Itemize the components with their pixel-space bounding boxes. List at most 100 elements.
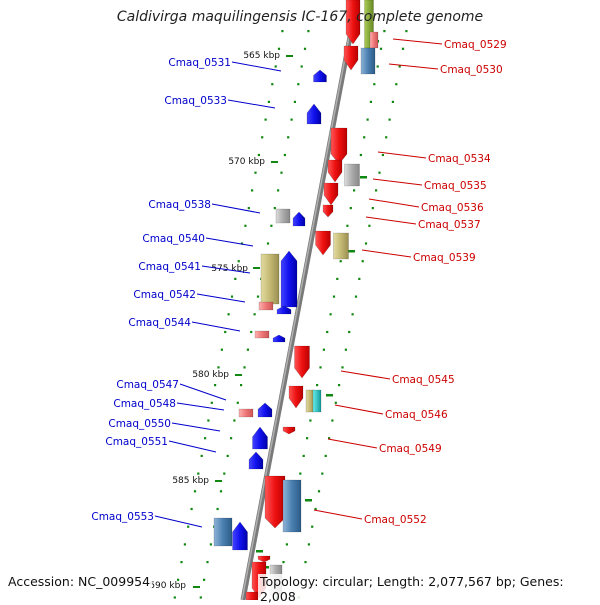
gene-label-cmaq-0546[interactable]: Cmaq_0546 (385, 409, 448, 421)
gene-label-cmaq-0531[interactable]: Cmaq_0531 (168, 57, 231, 69)
tick-mark (230, 437, 233, 440)
gene-glyph-cmaq-0548[interactable] (238, 408, 254, 418)
gene-glyph[interactable] (312, 389, 322, 413)
tick-mark (240, 242, 244, 245)
gene-label-cmaq-0539[interactable]: Cmaq_0539 (413, 252, 476, 264)
gene-label-cmaq-0552[interactable]: Cmaq_0552 (364, 514, 427, 526)
gene-label-cmaq-0550[interactable]: Cmaq_0550 (108, 418, 171, 430)
tick-mark (401, 47, 405, 50)
tick-mark (187, 525, 190, 528)
gene-glyph-cmaq-0542b[interactable] (276, 305, 292, 315)
gene-label-cmaq-0530[interactable]: Cmaq_0530 (440, 64, 503, 76)
gene-glyph-cmaq-0539b[interactable] (333, 232, 349, 260)
tick-mark (324, 454, 327, 457)
tick-mark (283, 153, 286, 157)
gene-glyph-cmaq-0542[interactable] (258, 301, 274, 311)
gene-glyph-cmaq-0547[interactable] (257, 402, 273, 418)
tick-mark (329, 313, 332, 316)
tick-mark (227, 313, 230, 316)
gene-glyph-cmaq-0535[interactable] (344, 163, 360, 187)
gene-label-cmaq-0538[interactable]: Cmaq_0538 (148, 199, 211, 211)
gene-glyph-cmaq-0533[interactable] (306, 103, 322, 125)
gene-glyph[interactable] (257, 555, 271, 563)
tick-mark (230, 295, 234, 298)
gene-glyph[interactable] (245, 591, 259, 601)
tick-mark (303, 47, 307, 50)
gene-glyph-cmaq-0546[interactable] (288, 385, 304, 409)
tick-mark (369, 100, 372, 103)
gene-label-cmaq-0536[interactable]: Cmaq_0536 (421, 202, 484, 214)
tick-mark (358, 277, 361, 280)
gene-label-cmaq-0549[interactable]: Cmaq_0549 (379, 443, 442, 455)
gene-glyph-cmaq-0545[interactable] (294, 345, 310, 379)
tick-mark (376, 65, 379, 68)
tick-mark (254, 171, 257, 174)
gene-glyph-cmaq-0538b[interactable] (292, 211, 306, 227)
tick-mark (306, 437, 309, 440)
gene-label-cmaq-0547[interactable]: Cmaq_0547 (116, 379, 179, 391)
gene-label-cmaq-0548[interactable]: Cmaq_0548 (113, 398, 176, 410)
tick-mark (326, 394, 333, 397)
gene-glyph-cmaq-0544b[interactable] (272, 334, 286, 343)
gene-glyph-cmaq-0550[interactable] (252, 426, 268, 450)
tick-mark (351, 313, 354, 316)
tick-mark (334, 401, 337, 404)
gene-glyph-cmaq-0539[interactable] (315, 230, 331, 256)
gene-glyph-cmaq-0530[interactable] (360, 47, 376, 75)
gene-glyph-cmaq-0531[interactable] (313, 69, 327, 83)
tick-mark (250, 330, 253, 334)
gene-label-cmaq-0542[interactable]: Cmaq_0542 (133, 289, 196, 301)
tick-mark (197, 472, 200, 475)
tick-mark (180, 561, 183, 564)
tick-mark (206, 561, 209, 564)
gene-label-cmaq-0540[interactable]: Cmaq_0540 (142, 233, 205, 245)
tick-mark (378, 171, 381, 174)
genome-title: Caldivirga maquilingensis IC-167, comple… (116, 9, 484, 25)
tick-mark (199, 596, 202, 599)
gene-glyph-cmaq-0549[interactable] (282, 426, 296, 435)
tick-mark (338, 384, 341, 387)
right-gene-labels: Cmaq_0529 Cmaq_0530 Cmaq_0534 Cmaq_0535 … (313, 38, 507, 526)
gene-label-cmaq-0544[interactable]: Cmaq_0544 (128, 317, 191, 329)
tick-mark (364, 242, 368, 245)
tick-mark (224, 330, 227, 334)
tick-mark (307, 543, 310, 546)
gene-glyph-cmaq-0529[interactable] (345, 0, 361, 45)
gene-glyph-cmaq-0536[interactable] (323, 182, 339, 206)
tick-mark (244, 224, 247, 227)
gene-label-cmaq-0535[interactable]: Cmaq_0535 (424, 180, 487, 192)
gene-glyph-cmaq-0534b[interactable] (327, 159, 343, 183)
gene-label-cmaq-0533[interactable]: Cmaq_0533 (164, 95, 227, 107)
gene-glyph-cmaq-0534[interactable] (330, 127, 348, 165)
gene-glyph-cmaq-0541b[interactable] (280, 250, 298, 308)
gene-glyph-cmaq-0529b[interactable] (343, 45, 359, 71)
gene-label-cmaq-0541[interactable]: Cmaq_0541 (138, 261, 201, 273)
gene-label-cmaq-0529[interactable]: Cmaq_0529 (444, 39, 507, 51)
tick-mark (177, 578, 180, 581)
tick-mark (237, 260, 240, 263)
tick-mark (363, 136, 366, 139)
gene-glyph-cmaq-0551[interactable] (248, 451, 264, 470)
gene-glyph-cmaq-0552[interactable] (264, 475, 286, 529)
gene-label-cmaq-0545[interactable]: Cmaq_0545 (392, 374, 455, 386)
genome-backbone (240, 0, 360, 601)
gene-label-cmaq-0553[interactable]: Cmaq_0553 (91, 511, 154, 523)
gene-glyph[interactable] (369, 31, 379, 49)
tick-mark (354, 295, 358, 298)
tick-mark (220, 348, 223, 351)
gene-glyph-cmaq-0553b[interactable] (232, 521, 248, 551)
scale-label: 580 kbp (192, 370, 229, 380)
gene-label-cmaq-0537[interactable]: Cmaq_0537 (418, 219, 481, 231)
tick-mark (314, 507, 317, 511)
gene-glyph-cmaq-0544[interactable] (254, 330, 270, 339)
gene-label-cmaq-0534[interactable]: Cmaq_0534 (428, 153, 491, 165)
gene-glyph-cmaq-0538[interactable] (275, 208, 291, 224)
gene-label-cmaq-0551[interactable]: Cmaq_0551 (105, 436, 168, 448)
tick-mark (405, 30, 408, 33)
tick-mark (316, 384, 319, 387)
gene-glyph-cmaq-0553[interactable] (213, 517, 233, 547)
gene-glyph-cmaq-0552b[interactable] (282, 479, 302, 533)
gene-glyph-cmaq-0537[interactable] (322, 204, 334, 218)
gene-glyph-cmaq-0541[interactable] (260, 253, 280, 305)
scale-label: 585 kbp (172, 476, 209, 486)
